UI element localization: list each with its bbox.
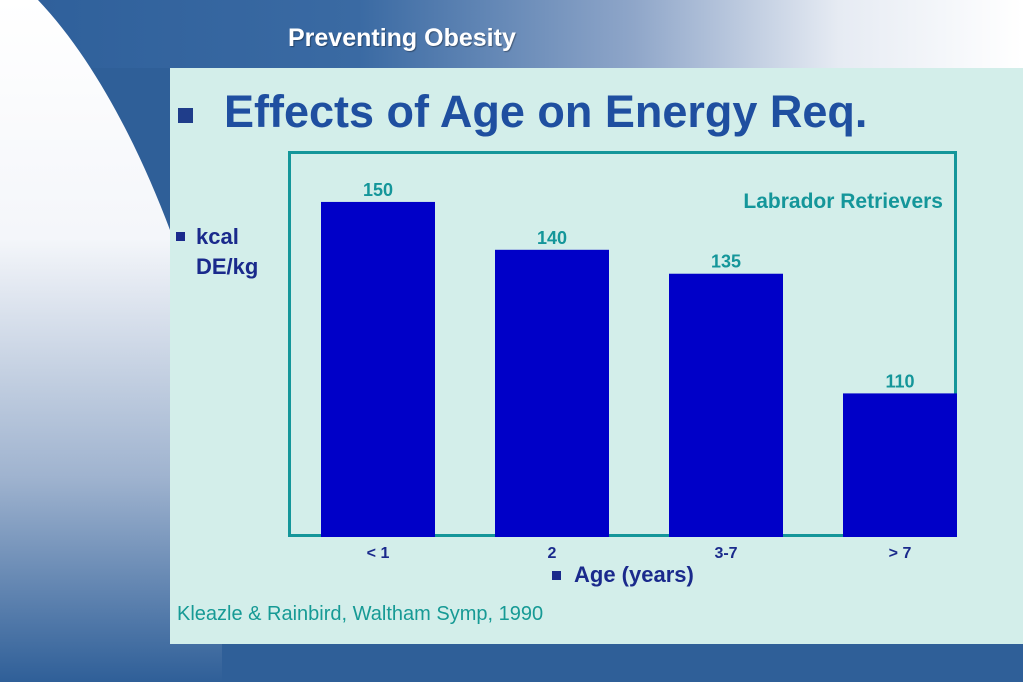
header-band	[0, 0, 1023, 68]
data-label-1: 150	[363, 180, 393, 200]
plot-frame	[288, 151, 957, 537]
y-label-bullet-icon	[176, 232, 185, 241]
heading-bullet-icon	[178, 108, 193, 123]
slide-heading-text: Effects of Age on Energy Req.	[224, 86, 868, 137]
x-tick-label-1: < 1	[367, 545, 390, 562]
x-tick-label-2: 2	[548, 545, 557, 562]
bar-1	[321, 201, 435, 537]
data-label-3: 135	[711, 252, 741, 272]
slide-header-title: Preventing Obesity	[288, 24, 516, 52]
data-label-2: 140	[537, 228, 567, 248]
x-label-bullet-icon	[552, 571, 561, 580]
bar-4	[843, 393, 957, 537]
chart-title: Labrador Retrievers	[743, 190, 943, 213]
x-tick-label-3: 3-7	[714, 545, 737, 562]
bottom-band	[222, 644, 1023, 682]
bar-2	[495, 249, 609, 538]
y-label-line1: kcal	[196, 224, 239, 249]
bar-3	[669, 273, 783, 537]
x-label-text: Age (years)	[574, 562, 694, 587]
data-label-4: 110	[885, 371, 914, 391]
citation-text: Kleazle & Rainbird, Waltham Symp, 1990	[177, 603, 544, 625]
x-tick-label-4: > 7	[889, 545, 912, 562]
y-label-line2: DE/kg	[196, 254, 259, 279]
